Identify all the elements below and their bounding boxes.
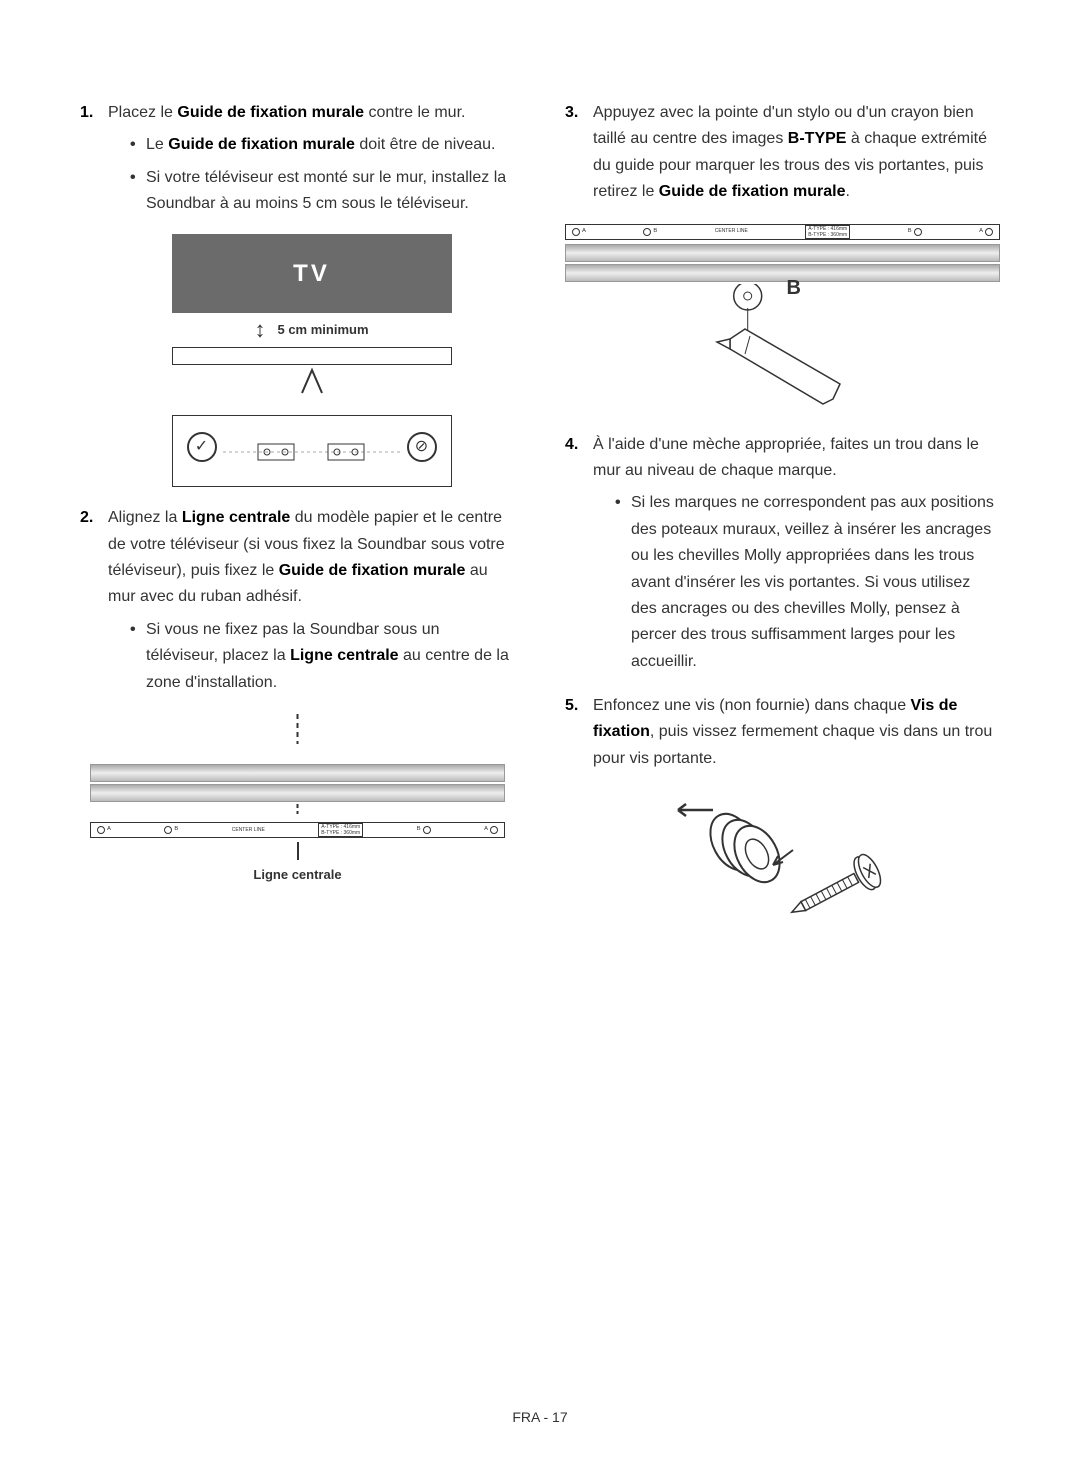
step2-bullet: Si vous ne fixez pas la Soundbar sous un… xyxy=(130,617,515,696)
gap-text: 5 cm minimum xyxy=(277,319,368,340)
mark-B-left: B xyxy=(164,825,178,835)
center-tick xyxy=(297,842,299,860)
guide2-center-text: CENTER LINE xyxy=(715,227,748,235)
guide-center-text: CENTER LINE xyxy=(232,826,265,834)
steps-list-left: Placez le Guide de fixation murale contr… xyxy=(80,100,515,696)
guide-strip-2: A B CENTER LINE A-TYPE : 416mm B-TYPE : … xyxy=(565,224,1000,240)
rail2-bottom xyxy=(565,264,1000,282)
step1-bullet1: Le Guide de fixation murale doit être de… xyxy=(130,132,515,158)
figure-screw-holder xyxy=(565,790,1000,930)
step-2: Alignez la Ligne centrale du modèle papi… xyxy=(80,505,515,696)
guide2-type-text: A-TYPE : 416mm B-TYPE : 360mm xyxy=(805,225,850,239)
step2-pre: Alignez la xyxy=(108,509,182,526)
step-4: À l'aide d'une mèche appropriée, faites … xyxy=(565,432,1000,676)
step1-b1-pre: Le xyxy=(146,136,168,153)
figure-tv-gap: TV ↕ 5 cm minimum ✓ ⊘ xyxy=(108,234,515,488)
b-letter: B xyxy=(787,272,801,305)
step-1: Placez le Guide de fixation murale contr… xyxy=(80,100,515,487)
right-column: Appuyez avec la pointe d'un stylo ou d'u… xyxy=(565,100,1000,948)
content-columns: Placez le Guide de fixation murale contr… xyxy=(80,100,1000,948)
mark-A-left: A xyxy=(97,825,111,835)
rail2-top xyxy=(565,244,1000,262)
screw-holder-icon xyxy=(653,790,913,930)
gap-row: ↕ 5 cm minimum xyxy=(172,313,452,347)
mark2-B-right: B xyxy=(908,227,922,237)
figure-pen-mark: A B CENTER LINE A-TYPE : 416mm B-TYPE : … xyxy=(565,224,1000,414)
step1-b1-bold: Guide de fixation murale xyxy=(168,136,355,153)
center-label: Ligne centrale xyxy=(90,864,505,885)
arrow-up-down-icon: ↕ xyxy=(254,319,265,341)
step1-pre: Placez le xyxy=(108,104,177,121)
step3-bold2: Guide de fixation murale xyxy=(659,183,846,200)
mark-A-right: A xyxy=(484,825,498,835)
rails xyxy=(90,764,505,802)
step2-b-bold: Ligne centrale xyxy=(290,647,398,664)
step1-bold: Guide de fixation murale xyxy=(177,104,364,121)
step5-pre: Enfoncez une vis (non fournie) dans chaq… xyxy=(593,697,911,714)
rails-2 xyxy=(565,244,1000,282)
step1-b1-post: doit être de niveau. xyxy=(355,136,496,153)
step3-post: . xyxy=(846,183,850,200)
step2-bullets: Si vous ne fixez pas la Soundbar sous un… xyxy=(108,617,515,696)
soundbar-rect xyxy=(172,347,452,365)
step3-bold1: B-TYPE xyxy=(788,130,847,147)
base-diagram: ✓ ⊘ xyxy=(172,415,452,487)
tv-diagram: TV ↕ 5 cm minimum ✓ ⊘ xyxy=(172,234,452,488)
rail-top xyxy=(90,764,505,782)
page-footer: FRA - 17 xyxy=(0,1406,1080,1429)
triangle-pointer-icon xyxy=(172,365,452,395)
mark2-A-left: A xyxy=(572,227,586,237)
step4-bullet: Si les marques ne correspondent pas aux … xyxy=(615,490,1000,675)
mark-B-right: B xyxy=(417,825,431,835)
step-5: Enfoncez une vis (non fournie) dans chaq… xyxy=(565,693,1000,772)
step5-post: , puis vissez fermement chaque vis dans … xyxy=(593,723,992,766)
pen-icon xyxy=(565,284,1000,414)
center-dash-icon xyxy=(90,714,505,744)
guide-type-text: A-TYPE : 416mm B-TYPE : 360mm xyxy=(318,823,363,837)
step4-text: À l'aide d'une mèche appropriée, faites … xyxy=(593,436,979,479)
rail-bottom xyxy=(90,784,505,802)
step1-bullets: Le Guide de fixation murale doit être de… xyxy=(108,132,515,217)
step1-post: contre le mur. xyxy=(364,104,465,121)
guide-strip: A B CENTER LINE A-TYPE : 416mm B-TYPE : … xyxy=(90,822,505,838)
mark2-B-left: B xyxy=(643,227,657,237)
steps-list-right-2: À l'aide d'une mèche appropriée, faites … xyxy=(565,432,1000,773)
figure-centerline: A B CENTER LINE A-TYPE : 416mm B-TYPE : … xyxy=(80,714,515,885)
step2-bold1: Ligne centrale xyxy=(182,509,290,526)
step1-bullet2: Si votre téléviseur est monté sur le mur… xyxy=(130,165,515,218)
center-dash2-icon xyxy=(90,804,505,814)
tv-box: TV xyxy=(172,234,452,314)
step2-bold2: Guide de fixation murale xyxy=(279,562,466,579)
mark2-A-right: A xyxy=(979,227,993,237)
step4-bullets: Si les marques ne correspondent pas aux … xyxy=(593,490,1000,675)
steps-list-right: Appuyez avec la pointe d'un stylo ou d'u… xyxy=(565,100,1000,206)
drill-holes-icon xyxy=(173,416,451,488)
step-3: Appuyez avec la pointe d'un stylo ou d'u… xyxy=(565,100,1000,206)
left-column: Placez le Guide de fixation murale contr… xyxy=(80,100,515,948)
